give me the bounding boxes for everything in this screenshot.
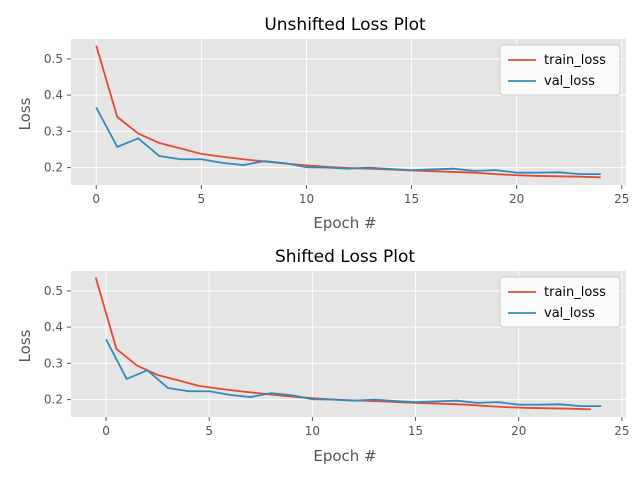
legend: train_loss val_loss xyxy=(499,44,621,96)
unshifted-loss-chart: 0 5 10 15 20 25 0.2 0.3 0.4 0.5 train_loss val_loss… xyxy=(16,15,629,232)
y-tick-label: 0.4 xyxy=(44,320,63,334)
x-tick-label: 0 xyxy=(92,192,100,206)
x-axis-label: Epoch # xyxy=(313,214,376,232)
series-line-val-loss xyxy=(95,107,601,176)
y-axis-label: Loss xyxy=(16,97,34,130)
x-tick-label: 5 xyxy=(198,192,206,206)
legend-label: train_loss xyxy=(544,53,606,68)
x-tick-label: 0 xyxy=(102,424,110,438)
legend: train_loss val_loss xyxy=(499,276,621,328)
x-tick-label: 20 xyxy=(511,424,526,438)
x-tick-label: 10 xyxy=(299,192,314,206)
x-tick-label: 20 xyxy=(509,192,524,206)
legend-box xyxy=(499,44,621,96)
legend-label: train_loss xyxy=(544,285,606,300)
x-axis-label: Epoch # xyxy=(313,447,376,465)
y-tick-label: 0.3 xyxy=(44,356,63,370)
x-tick-label: 10 xyxy=(305,424,320,438)
x-tick-label: 25 xyxy=(614,424,629,438)
y-tick-label: 0.2 xyxy=(44,161,63,175)
x-tick-label: 25 xyxy=(614,192,629,206)
y-tick-label: 0.5 xyxy=(44,284,63,298)
shifted-loss-chart: 0 5 10 15 20 25 0.2 0.3 0.4 0.5 train_loss val_loss… xyxy=(16,247,630,465)
x-tick-label: 5 xyxy=(205,424,213,438)
chart-title: Unshifted Loss Plot xyxy=(264,15,426,35)
x-tick-label: 15 xyxy=(404,192,419,206)
legend-box xyxy=(499,276,621,328)
legend-label: val_loss xyxy=(544,74,595,89)
y-axis-label: Loss xyxy=(16,329,34,362)
legend-label: val_loss xyxy=(544,306,595,321)
x-tick-label: 15 xyxy=(408,424,423,438)
y-tick-label: 0.5 xyxy=(44,52,63,66)
chart-title: Shifted Loss Plot xyxy=(275,247,415,267)
y-tick-label: 0.2 xyxy=(44,393,63,407)
y-tick-label: 0.3 xyxy=(44,124,63,138)
y-tick-label: 0.4 xyxy=(44,88,63,102)
series-line-val-loss xyxy=(105,339,602,408)
